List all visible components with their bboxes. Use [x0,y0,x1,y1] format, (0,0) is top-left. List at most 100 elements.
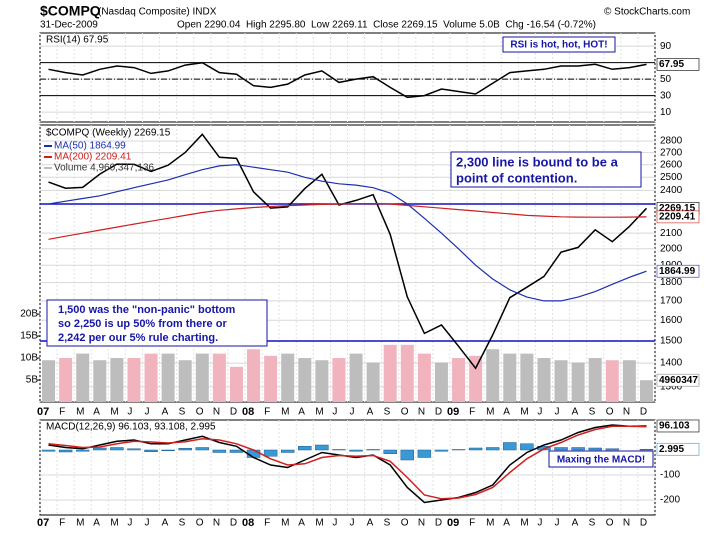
last-value-box [656,264,700,278]
last-value-label: 4960347 [659,375,698,386]
quote: Open 2290.04 High 2295.80 Low 2269.11 Cl… [177,20,596,31]
x-tick-label: J [332,518,337,529]
bar [75,449,90,452]
x-tick-label: J [555,407,560,418]
y-tick-label: -200 [660,495,680,506]
bar [588,447,602,451]
bar [417,353,431,402]
annotation: Maxing the MACD! [557,455,645,466]
x-tick-label: M [76,407,84,418]
x-tick-label: F [264,518,270,529]
x-tick-label: 08 [242,406,254,418]
y-tick-label: -100 [660,470,680,481]
bar [161,449,175,451]
x-tick-label: N [623,518,630,529]
x-tick-label: O [401,407,409,418]
x-tick-label: J [350,407,355,418]
x-tick-label: A [572,407,579,418]
credit: © StockCharts.com [604,7,690,18]
x-tick-label: S [179,518,186,529]
x-tick-label: M [110,518,118,529]
x-tick-label: 07 [37,517,49,529]
x-tick-label: D [230,407,237,418]
last-value-label: 1864.99 [659,266,696,277]
bar [485,447,500,451]
x-tick-label: A [503,518,510,529]
x-tick-label: J [332,407,337,418]
bar [486,349,500,402]
last-value-box [656,419,700,433]
bar [59,358,73,402]
line [48,61,647,99]
x-tick-label: A [367,518,374,529]
x-tick-label: O [196,518,204,529]
bar [76,353,90,402]
bar [212,353,226,402]
x-tick-label: A [298,407,305,418]
bar [503,353,517,402]
x-tick-label: A [367,407,374,418]
annotation: 2,300 line is bound to be a [456,154,619,169]
bar [503,442,517,451]
x-tick-label: M [315,407,323,418]
bar [127,358,141,402]
y-tick-label: 90 [660,41,672,52]
y-tick-label: 1400 [660,358,683,369]
x-tick-label: N [418,518,425,529]
last-value-label: 2269.15 [659,203,696,214]
x-tick-label: 09 [447,517,459,529]
x-tick-label: 07 [37,406,49,418]
legend-label: MA(50) 1864.99 [54,141,126,152]
y-tick-label: 30 [660,90,672,101]
bar [469,355,483,402]
x-tick-label: A [93,518,100,529]
line [48,164,647,302]
bar [229,449,244,453]
panel-title: MACD(12,26,9) 96.103, 93.108, 2.995 [46,422,216,433]
bar [451,449,466,451]
x-tick-label: J [537,518,542,529]
bar [520,443,534,451]
x-tick-label: F [264,407,270,418]
bar [281,353,295,402]
bar [468,447,483,451]
x-tick-label: D [435,407,442,418]
bar [400,344,414,402]
y-tick-label: 2100 [660,228,683,239]
bar [264,355,278,402]
bar [110,447,124,451]
bar [537,358,551,402]
bar [229,366,243,402]
x-tick-label: M [486,518,494,529]
legend-label: MA(200) 2209.41 [54,152,132,163]
bar [605,360,619,402]
y2-tick-label: 20B [20,309,38,320]
x-tick-label: M [110,407,118,418]
x-tick-label: A [162,407,169,418]
bar [93,360,107,402]
x-tick-label: J [145,407,150,418]
line [48,133,648,370]
annotation: point of contention. [456,170,577,185]
y2-tick-label: 5B [26,375,39,386]
x-tick-label: S [589,407,596,418]
symbol-name: (Nasdaq Composite) INDX [98,7,217,18]
bar [366,449,380,451]
panel: 2800270026002500240021002000190018001700… [20,124,700,418]
bar [315,360,329,402]
x-tick-label: J [145,518,150,529]
last-value-box [656,442,700,456]
x-tick-label: D [640,407,647,418]
annotation: RSI is hot, hot, HOT! [510,40,607,51]
x-tick-label: O [606,518,614,529]
x-tick-label: O [196,407,204,418]
bar [571,362,585,402]
y-tick-label: 1600 [660,315,683,326]
bar [571,447,585,451]
bar [383,449,397,454]
y2-tick-label: 15B [20,331,38,342]
y-tick-label: 1300 [660,381,683,392]
bar [93,447,107,451]
bar [417,449,432,458]
bar [144,353,158,402]
